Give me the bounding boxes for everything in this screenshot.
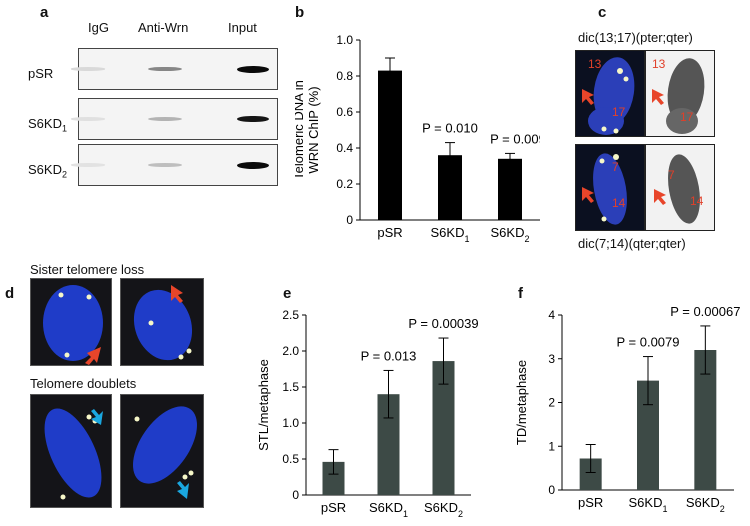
blot-band bbox=[237, 161, 269, 169]
chromosome-gray-top-drawing bbox=[652, 58, 705, 134]
p-value-annotation: P = 0.00067 bbox=[670, 304, 740, 319]
y-tick-label: 1 bbox=[548, 439, 555, 453]
td-image-1 bbox=[30, 394, 112, 508]
y-tick-label: 0.4 bbox=[336, 141, 353, 155]
category-label: pSR bbox=[377, 225, 402, 240]
chromosome-fish-bottom-drawing bbox=[582, 153, 627, 225]
panel-letter-a: a bbox=[40, 4, 49, 21]
category-label: pSR bbox=[321, 500, 346, 515]
blot-row-label-psr: pSR bbox=[28, 66, 54, 81]
blot-band bbox=[237, 115, 269, 123]
chromosome-image-gray-bottom bbox=[645, 144, 715, 231]
bar bbox=[579, 458, 602, 490]
y-axis-label: STL/metaphase bbox=[256, 359, 271, 451]
blot-band bbox=[148, 117, 182, 121]
category-label: S6KD2 bbox=[424, 500, 463, 519]
blot-band bbox=[71, 163, 105, 167]
chromosome-fish-top-drawing bbox=[582, 57, 635, 135]
bar bbox=[694, 350, 717, 490]
p-value-annotation: P = 0.0079 bbox=[616, 335, 679, 350]
y-tick-label: 0 bbox=[548, 483, 555, 497]
panel-letter-e: e bbox=[283, 285, 292, 302]
bar bbox=[498, 158, 522, 220]
karyotype-caption-bottom: dic(7;14)(qter;qter) bbox=[578, 236, 686, 251]
bar bbox=[322, 461, 345, 495]
category-label: S6KD1 bbox=[629, 495, 668, 514]
td-image-2 bbox=[120, 394, 204, 508]
chromosome-gray-bottom-drawing bbox=[654, 154, 700, 224]
lane-label-igg: IgG bbox=[88, 20, 109, 35]
chart-e: 0 0.5 1.0 1.5 2.0 2.5 STL/metaphase pSR S6KD1 P =… bbox=[256, 308, 479, 519]
y-tick-label: 1.0 bbox=[336, 33, 353, 47]
stl-image-2 bbox=[120, 278, 204, 366]
bar bbox=[377, 394, 400, 495]
chrom-label-14-gray: 14 bbox=[690, 194, 704, 208]
blot-row-label-s6kd2: S6KD2 bbox=[28, 162, 67, 180]
y-axis-label: TD/metaphase bbox=[514, 360, 529, 445]
blot-row-label-s6kd1: S6KD1 bbox=[28, 116, 67, 134]
chrom-label-17-fish: 17 bbox=[612, 105, 626, 119]
blot-band bbox=[148, 66, 182, 72]
p-value-annotation: P = 0.013 bbox=[361, 348, 417, 363]
td-image-2-drawing bbox=[133, 406, 197, 499]
panel-letter-b: b bbox=[295, 4, 305, 21]
y-tick-label: 0.6 bbox=[336, 105, 353, 119]
chrom-label-7-fish: 7 bbox=[612, 160, 619, 174]
y-tick-label: 2.0 bbox=[282, 344, 299, 358]
panel-letter-f: f bbox=[518, 285, 523, 302]
chrom-label-14-fish: 14 bbox=[612, 196, 626, 210]
chrom-label-13-fish: 13 bbox=[588, 57, 602, 71]
y-tick-label: 2 bbox=[548, 396, 555, 410]
blot-band bbox=[237, 65, 269, 73]
y-axis-label-line2: WRN ChIP (%) bbox=[306, 86, 321, 173]
td-image-1-drawing bbox=[44, 408, 103, 500]
panel-letter-d: d bbox=[5, 285, 15, 302]
chart-f: 0 1 2 3 4 TD/metaphase pSR S6KD1 P = 0.0079 S6KD2… bbox=[514, 304, 740, 514]
y-tick-label: 0.5 bbox=[282, 452, 299, 466]
chromosome-image-gray-top bbox=[645, 50, 715, 137]
p-value-annotation: P = 0.010 bbox=[422, 121, 478, 136]
stl-image-1 bbox=[30, 278, 112, 366]
p-value-annotation: P = 0.00039 bbox=[408, 316, 478, 331]
blot-band bbox=[71, 117, 105, 121]
y-tick-label: 2.5 bbox=[282, 308, 299, 322]
category-label: S6KD2 bbox=[491, 225, 530, 244]
y-tick-label: 3 bbox=[548, 352, 555, 366]
bar bbox=[378, 70, 402, 220]
lane-label-input: Input bbox=[228, 20, 257, 35]
panel-letter-c: c bbox=[598, 4, 607, 21]
title-telomere-doublets: Telomere doublets bbox=[30, 376, 137, 391]
y-tick-label: 0 bbox=[292, 488, 299, 502]
y-tick-label: 0 bbox=[346, 213, 353, 227]
stl-image-2-drawing bbox=[133, 285, 193, 361]
y-tick-label: 0.8 bbox=[336, 69, 353, 83]
chrom-label-17-gray: 17 bbox=[680, 110, 694, 124]
category-label: S6KD1 bbox=[369, 500, 408, 519]
stl-image-1-drawing bbox=[43, 285, 103, 365]
chrom-label-13-gray: 13 bbox=[652, 57, 666, 71]
y-tick-label: 4 bbox=[548, 308, 555, 322]
category-label: S6KD1 bbox=[431, 225, 470, 244]
chrom-label-7-gray: 7 bbox=[668, 168, 675, 182]
y-axis-label-line1: Telomeric DNA in bbox=[295, 80, 306, 180]
karyotype-caption-top: dic(13;17)(pter;qter) bbox=[578, 30, 693, 45]
bar bbox=[432, 361, 455, 495]
chromosome-image-fish-bottom bbox=[575, 144, 645, 231]
bar bbox=[637, 380, 659, 490]
title-sister-telomere-loss: Sister telomere loss bbox=[30, 262, 145, 277]
category-label: S6KD2 bbox=[686, 495, 725, 514]
chromosome-image-fish-top bbox=[575, 50, 645, 137]
blot-band bbox=[148, 163, 182, 167]
p-value-annotation: P = 0.009 bbox=[490, 131, 540, 146]
y-tick-label: 1.5 bbox=[282, 380, 299, 394]
y-tick-label: 1.0 bbox=[282, 416, 299, 430]
y-tick-label: 0.2 bbox=[336, 177, 353, 191]
lane-label-anti-wrn: Anti-Wrn bbox=[138, 20, 189, 35]
category-label: pSR bbox=[578, 495, 603, 510]
blot-band bbox=[71, 67, 105, 71]
